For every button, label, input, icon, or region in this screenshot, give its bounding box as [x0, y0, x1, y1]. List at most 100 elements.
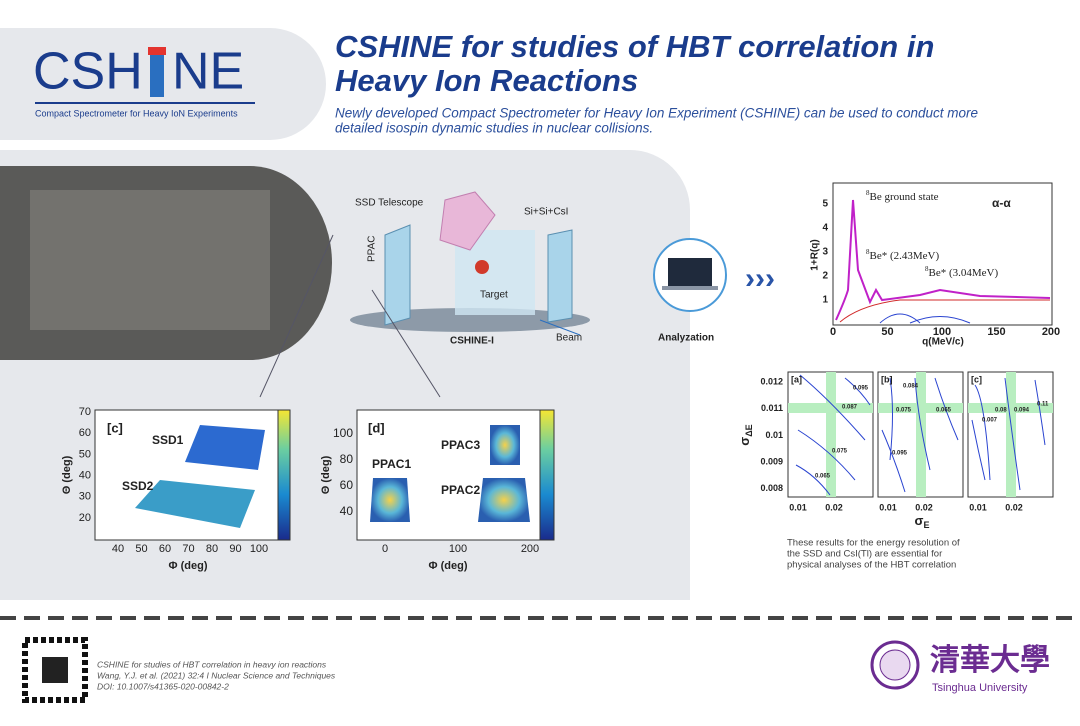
detector-map [185, 425, 265, 470]
x-tick-label: 0 [830, 326, 836, 338]
target [475, 260, 489, 274]
y-tick-label: 60 [340, 478, 354, 492]
university-name: Tsinghua University [932, 682, 1028, 694]
annotation-text: Be ground state [870, 191, 939, 203]
y-tick-label: 0.01 [765, 430, 783, 440]
qr-center [42, 657, 68, 683]
ppac-plate [384, 224, 411, 326]
x-tick-label: 150 [987, 326, 1005, 338]
y-tick-label: 80 [340, 452, 354, 466]
ppac-map [490, 425, 520, 465]
note: the SSD and CsI(Tl) are essential for [787, 549, 942, 560]
x-axis-label: q(MeV/c) [922, 337, 964, 348]
y-tick-label: 3 [822, 247, 828, 258]
colorbar [277, 409, 291, 541]
subtitle: detailed isospin dynamic studies in nucl… [335, 121, 653, 136]
beam-line [539, 319, 581, 336]
x-tick-label: 50 [881, 326, 893, 338]
university-seal [870, 640, 920, 690]
annotation-text: Be* (3.04MeV) [929, 267, 999, 279]
y-tick-label: 40 [79, 470, 91, 482]
title: Heavy Ion Reactions [335, 63, 638, 98]
citation: Wang, Y.J. et al. (2021) 32:4 I Nuclear … [97, 670, 336, 680]
x-axis-label: Φ (deg) [429, 560, 468, 572]
x-axis-label: Φ (deg) [169, 560, 208, 572]
band [916, 372, 926, 497]
connector [371, 289, 441, 398]
y-tick-label: 0.012 [760, 376, 783, 386]
contour-label: 0.087 [842, 405, 858, 411]
band [826, 372, 836, 497]
label: PPAC [367, 236, 378, 263]
logo-tagline: Compact Spectrometer for Heavy IoN Exper… [35, 108, 238, 118]
y-axis-label: 1+R(q) [810, 239, 821, 270]
y-tick-label: 100 [333, 426, 353, 440]
annotation-sup: 8 [866, 248, 870, 256]
ppac-map [370, 478, 410, 522]
y-tick-label: 20 [79, 512, 91, 524]
label: Analyzation [658, 333, 714, 344]
x-tick-label: 100 [933, 326, 951, 338]
x-tick-label: 80 [206, 543, 218, 555]
y-tick-label: 50 [79, 448, 91, 460]
x-tick-label: 90 [229, 543, 241, 555]
arrows: ››› [745, 262, 775, 295]
label: PPAC1 [372, 457, 411, 471]
symbol: σ [737, 437, 752, 446]
contour-label: 0.007 [982, 418, 998, 424]
y-tick-label: 0.009 [760, 456, 783, 466]
detector-map [135, 480, 255, 528]
panel-label: [d] [368, 420, 385, 435]
y-tick-label: 1 [822, 295, 828, 306]
annotation: 8Be* (3.04MeV) [925, 265, 998, 279]
contour-label: 0.11 [1037, 402, 1049, 408]
citation: CSHINE for studies of HBT correlation in… [97, 659, 327, 669]
y-tick-label: 40 [340, 504, 354, 518]
label: PPAC3 [441, 438, 480, 452]
contour-label: 0.075 [896, 408, 912, 414]
y-tick-label: 30 [79, 491, 91, 503]
logo-bar-top [148, 47, 166, 55]
connector [259, 234, 334, 398]
subtitle: Newly developed Compact Spectrometer for… [335, 106, 978, 121]
contour-label: 0.084 [903, 384, 919, 390]
panel-label: [a] [791, 374, 802, 384]
y-axis-label: σΔE [737, 424, 754, 445]
label: SSD Telescope [355, 198, 424, 209]
note: physical analyses of the HBT correlation [787, 560, 956, 571]
label: SSD2 [122, 479, 154, 493]
annotation-sup: 8 [925, 265, 929, 273]
x-tick-label: 200 [1042, 326, 1060, 338]
annotation-text: Be* (2.43MeV) [870, 250, 940, 262]
annotation: 8Be* (2.43MeV) [866, 248, 939, 262]
label: Target [480, 290, 508, 301]
x-tick-label: 0.01 [969, 502, 987, 512]
y-axis-label: Θ (deg) [320, 455, 332, 494]
y-tick-label: 2 [822, 271, 828, 282]
panel-label: [c] [107, 420, 123, 435]
title: CSHINE for studies of HBT correlation in [335, 29, 934, 64]
x-tick-label: 70 [182, 543, 194, 555]
university-seal [879, 649, 911, 681]
note: These results for the energy resolution … [787, 538, 960, 549]
contour-label: 0.08 [995, 408, 1007, 414]
contour-label: 0.075 [832, 449, 848, 455]
symbol: σ [915, 513, 924, 528]
annotation: 8Be ground state [866, 189, 939, 203]
ppac-map [478, 478, 530, 522]
colorbar [539, 409, 555, 541]
contour-label: 0.065 [815, 474, 831, 480]
laptop-base [662, 286, 718, 290]
y-tick-label: 70 [79, 406, 91, 418]
y-tick-label: 5 [822, 199, 828, 210]
laptop [668, 258, 712, 286]
label: Si+Si+CsI [524, 207, 568, 218]
panel-label: [b] [881, 374, 893, 384]
y-tick-label: 0.011 [761, 403, 783, 413]
x-tick-label: 40 [112, 543, 124, 555]
x-tick-label: 100 [449, 543, 467, 555]
panel-label: [c] [971, 374, 982, 384]
ppac-plate [547, 229, 573, 323]
x-tick-label: 0.01 [789, 502, 807, 512]
x-tick-label: 200 [521, 543, 539, 555]
